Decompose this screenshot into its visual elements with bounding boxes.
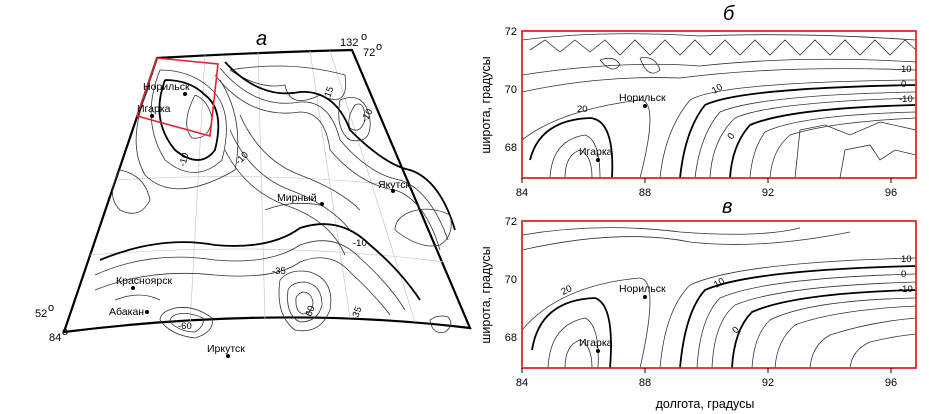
isoline-label: 10 (712, 276, 727, 291)
corner-lon-top: 132 (340, 37, 358, 49)
isoline-label: -10 (899, 94, 913, 105)
x-tick: 84 (516, 377, 528, 389)
city-dot-yakutsk (391, 189, 395, 193)
y-tick: 70 (505, 84, 517, 96)
y-tick: 68 (505, 142, 517, 154)
city-dot-krasnoyarsk (131, 286, 135, 290)
panel-b-ylabel: широта, градусы (479, 56, 493, 153)
isoline-label: 10 (901, 64, 912, 75)
isoline-label: 10 (710, 82, 725, 97)
city-label-krasnoyarsk: Красноярск (116, 275, 172, 287)
degree-mark: o (62, 326, 68, 338)
panel-b-isolines (522, 33, 916, 178)
y-tick: 72 (505, 26, 517, 38)
panel-c-ticks: 84 88 92 96 72 70 68 (505, 216, 897, 389)
isoline-label: 10 (901, 254, 912, 265)
city-dot-igarka (150, 114, 154, 118)
city-label-mirny: Мирный (277, 192, 317, 204)
x-tick: 96 (885, 187, 897, 199)
panel-c: в 84 88 92 96 72 70 (479, 196, 917, 411)
isoline-label: -10 (899, 284, 913, 295)
panel-b: б 84 88 92 (479, 3, 917, 199)
degree-mark: o (376, 41, 382, 53)
city-label-irkutsk: Иркутск (207, 343, 245, 355)
panel-b-frame (521, 30, 917, 179)
map-cities: Норильск Игарка Мирный Якутск Красноярск… (109, 81, 410, 358)
city-label-norilsk: Норильск (619, 92, 666, 104)
degree-mark: o (361, 31, 367, 43)
map-sector-outline (62, 48, 472, 334)
x-tick: 84 (516, 187, 528, 199)
degree-mark: o (48, 302, 54, 314)
isoline-label: -60 (302, 304, 317, 321)
y-tick: 72 (505, 216, 517, 228)
x-tick: 88 (639, 187, 651, 199)
city-dot-irkutsk (226, 354, 230, 358)
isoline-label: 15 (322, 85, 336, 99)
map-corner-coordinates: 132 o 72 o 52 o 84 o (35, 31, 382, 344)
corner-lon-left: 84 (49, 332, 61, 344)
panel-a-letter: а (256, 28, 267, 50)
panel-c-frame (521, 220, 917, 369)
x-tick: 92 (762, 377, 774, 389)
city-label-igarka: Игарка (579, 337, 613, 349)
city-dot-norilsk (183, 92, 187, 96)
city-dot-mirny (320, 202, 324, 206)
city-label-abakan: Абакан (109, 306, 144, 318)
isoline-label: -10 (353, 238, 367, 249)
x-tick: 88 (639, 377, 651, 389)
city-label-igarka: Игарка (579, 146, 613, 158)
panel-c-letter: в (722, 196, 732, 218)
isoline-label: -60 (178, 321, 192, 332)
city-dot-abakan (145, 310, 149, 314)
isoline-label: 0 (901, 79, 906, 90)
corner-lat-top: 72 (363, 47, 375, 59)
y-tick: 70 (505, 274, 517, 286)
isoline-label: 0 (901, 269, 906, 280)
isoline-label: 0 (730, 325, 742, 337)
panel-b-isoline-labels: 20 10 0 10 0 -10 (577, 64, 913, 142)
panel-c-ylabel: широта, градусы (479, 246, 493, 343)
city-dot-norilsk (643, 295, 647, 299)
isoline-label: 0 (725, 131, 737, 142)
isoline-label: -35 (349, 305, 364, 322)
city-dot-norilsk (643, 104, 647, 108)
city-label-yakutsk: Якутск (378, 179, 410, 191)
panel-a: а (35, 28, 472, 358)
panel-b-ticks: 84 88 92 96 72 70 68 (505, 26, 897, 199)
x-tick: 92 (762, 187, 774, 199)
city-label-igarka: Игарка (137, 103, 171, 115)
panel-c-isoline-labels: 20 10 0 10 0 -10 (560, 254, 913, 336)
map-isolines (94, 61, 456, 339)
panel-c-isolines (522, 227, 916, 368)
x-tick: 96 (885, 377, 897, 389)
isoline-label: 20 (577, 104, 588, 115)
city-dot-igarka (596, 158, 600, 162)
city-dot-igarka (596, 349, 600, 353)
map-isoline-labels: 15 -10 -10 -10 -10 -35 -60 -60 -35 (177, 85, 375, 332)
isoline-label: 20 (560, 283, 574, 297)
isoline-label: -35 (272, 266, 286, 277)
corner-lat-left: 52 (35, 308, 47, 320)
city-label-norilsk: Норильск (619, 283, 666, 295)
study-area-box (135, 57, 219, 138)
city-label-norilsk: Норильск (143, 81, 190, 93)
panel-c-xlabel: долгота, градусы (656, 397, 755, 411)
y-tick: 68 (505, 332, 517, 344)
isoline-label: -10 (177, 152, 191, 168)
isoline-label: -10 (359, 107, 375, 124)
panel-b-letter: б (723, 3, 735, 25)
